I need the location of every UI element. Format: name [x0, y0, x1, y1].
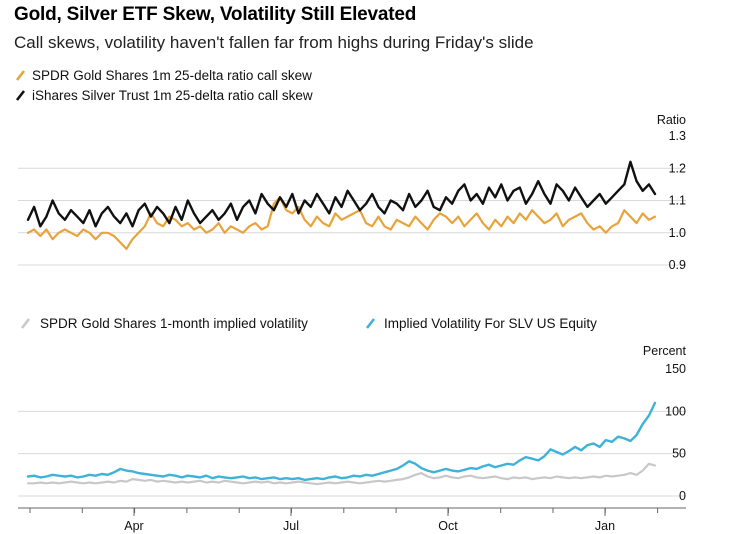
ratio-unit-label: Ratio — [657, 113, 686, 127]
legend-mark-silver-vol — [365, 318, 376, 329]
legend-mark-gold-skew — [15, 70, 26, 81]
ratio-y-tick-label: 1.1 — [669, 194, 686, 208]
percent-unit-label: Percent — [643, 344, 687, 358]
vol-y-tick-label: 100 — [665, 404, 686, 418]
x-tick-label: Jul — [283, 519, 299, 533]
legend-label-gold-skew: SPDR Gold Shares 1m 25-delta ratio call … — [32, 68, 312, 83]
ratio-y-tick-label: 0.9 — [669, 258, 686, 272]
x-tick-label: Oct — [438, 519, 458, 533]
legend-mark-gold-vol — [20, 318, 31, 329]
x-tick-label: Apr — [124, 519, 143, 533]
ratio-series-line-black — [26, 160, 657, 228]
legend-label-silver-vol: Implied Volatility For SLV US Equity — [384, 316, 597, 331]
chart-subtitle: Call skews, volatility haven't fallen fa… — [14, 33, 534, 52]
vol-series-line-blue — [26, 401, 657, 482]
ratio-y-tick-label: 1.3 — [669, 129, 686, 143]
legend-mark-silver-skew — [15, 90, 26, 101]
legend-label-gold-vol: SPDR Gold Shares 1-month implied volatil… — [40, 316, 308, 331]
x-tick-label: Jan — [595, 519, 615, 533]
ratio-series-line-gold — [26, 196, 657, 250]
vol-series-line-gray — [26, 462, 657, 486]
volatility-panel: 150 100 50 0 — [18, 362, 686, 503]
chart-title: Gold, Silver ETF Skew, Volatility Still … — [14, 4, 417, 25]
vol-y-tick-label: 0 — [679, 489, 686, 503]
vol-y-tick-label: 150 — [665, 362, 686, 376]
ratio-panel: 1.3 1.2 1.1 1.0 0.9 — [18, 129, 686, 272]
ratio-y-tick-label: 1.2 — [669, 161, 686, 175]
legend-label-silver-skew: iShares Silver Trust 1m 25-delta ratio c… — [32, 88, 313, 103]
x-axis: Apr Jul Oct Jan — [29, 508, 659, 533]
ratio-y-tick-label: 1.0 — [669, 226, 686, 240]
vol-y-tick-label: 50 — [672, 447, 686, 461]
